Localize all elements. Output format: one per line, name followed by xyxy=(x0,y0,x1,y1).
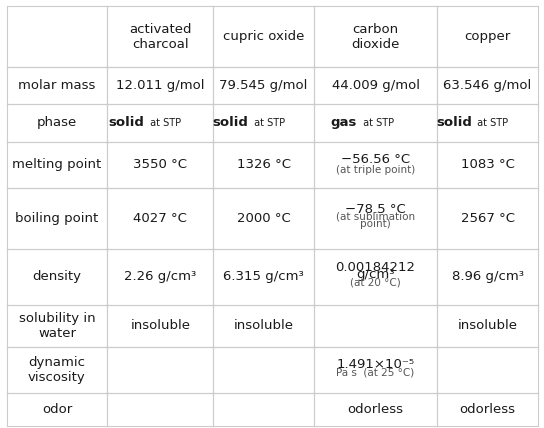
Text: molar mass: molar mass xyxy=(18,79,96,92)
Text: point): point) xyxy=(360,220,391,229)
Text: phase: phase xyxy=(37,116,77,129)
Text: insoluble: insoluble xyxy=(131,319,190,332)
Text: Pa s  (at 25 °C): Pa s (at 25 °C) xyxy=(336,368,415,377)
Text: 1.491×10⁻⁵: 1.491×10⁻⁵ xyxy=(337,358,415,372)
Text: 1326 °C: 1326 °C xyxy=(237,158,290,171)
Text: −56.56 °C: −56.56 °C xyxy=(341,153,410,166)
Text: 44.009 g/mol: 44.009 g/mol xyxy=(332,79,419,92)
Text: dynamic
viscosity: dynamic viscosity xyxy=(28,356,86,384)
Text: activated
charcoal: activated charcoal xyxy=(129,23,191,51)
Text: 12.011 g/mol: 12.011 g/mol xyxy=(116,79,205,92)
Text: cupric oxide: cupric oxide xyxy=(223,30,304,43)
Text: (at triple point): (at triple point) xyxy=(336,165,415,175)
Text: 79.545 g/mol: 79.545 g/mol xyxy=(219,79,308,92)
Text: solid: solid xyxy=(213,116,249,129)
Text: solid: solid xyxy=(437,116,472,129)
Text: (at 20 °C): (at 20 °C) xyxy=(350,277,401,287)
Text: density: density xyxy=(33,270,82,283)
Text: carbon
dioxide: carbon dioxide xyxy=(351,23,400,51)
Text: 1083 °C: 1083 °C xyxy=(461,158,515,171)
Text: solubility in
water: solubility in water xyxy=(18,312,95,340)
Text: odor: odor xyxy=(42,403,72,416)
Text: odorless: odorless xyxy=(460,403,516,416)
Text: at STP: at STP xyxy=(360,118,394,128)
Text: 6.315 g/cm³: 6.315 g/cm³ xyxy=(223,270,304,283)
Text: at STP: at STP xyxy=(474,118,509,128)
Text: 63.546 g/mol: 63.546 g/mol xyxy=(443,79,531,92)
Text: 2567 °C: 2567 °C xyxy=(461,212,515,225)
Text: gas: gas xyxy=(331,116,357,129)
Text: 3550 °C: 3550 °C xyxy=(133,158,187,171)
Text: odorless: odorless xyxy=(348,403,404,416)
Text: insoluble: insoluble xyxy=(233,319,294,332)
Text: boiling point: boiling point xyxy=(15,212,98,225)
Text: at STP: at STP xyxy=(251,118,285,128)
Text: −78.5 °C: −78.5 °C xyxy=(345,202,406,216)
Text: 0.00184212: 0.00184212 xyxy=(336,261,416,274)
Text: solid: solid xyxy=(108,116,144,129)
Text: insoluble: insoluble xyxy=(458,319,517,332)
Text: g/cm³: g/cm³ xyxy=(356,268,395,281)
Text: at STP: at STP xyxy=(146,118,181,128)
Text: 8.96 g/cm³: 8.96 g/cm³ xyxy=(452,270,523,283)
Text: 2000 °C: 2000 °C xyxy=(237,212,290,225)
Text: (at sublimation: (at sublimation xyxy=(336,212,415,222)
Text: copper: copper xyxy=(465,30,511,43)
Text: 2.26 g/cm³: 2.26 g/cm³ xyxy=(124,270,196,283)
Text: melting point: melting point xyxy=(13,158,102,171)
Text: 4027 °C: 4027 °C xyxy=(133,212,187,225)
